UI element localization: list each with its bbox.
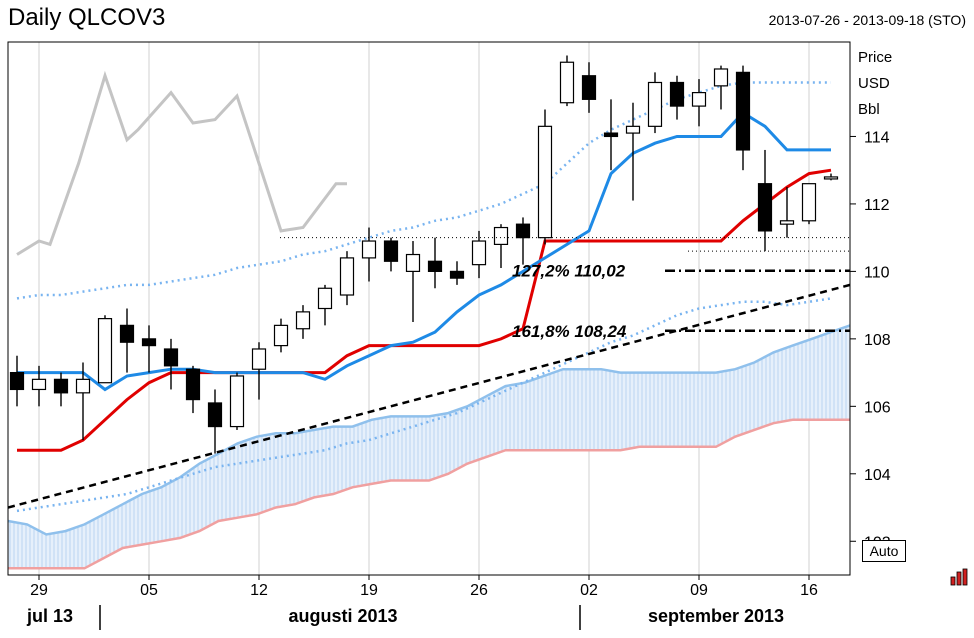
x-tick-label: 19 [360, 582, 378, 599]
y-unit-label: USD [858, 75, 890, 92]
candle-body [251, 348, 267, 370]
x-tick-label: 29 [30, 582, 48, 599]
candle-body [625, 125, 641, 134]
candle-body [163, 348, 179, 367]
candle-body [185, 368, 201, 401]
candle-body [801, 183, 817, 222]
x-tick-label: 05 [140, 582, 158, 599]
x-tick-label: 09 [690, 582, 708, 599]
candle-body [361, 240, 377, 259]
candle-body [207, 402, 223, 428]
candle-body [383, 240, 399, 262]
candlesticks [9, 55, 839, 454]
month-label: augusti 2013 [288, 606, 397, 626]
candle-body [669, 81, 685, 107]
candle-body [713, 68, 729, 87]
plot-frame [7, 41, 851, 576]
candle-body [471, 240, 487, 266]
y-tick-label: 110 [864, 264, 890, 281]
chart-title: Daily QLCOV3 [8, 4, 166, 31]
leading-span-b-line [8, 418, 850, 570]
candle-body [295, 311, 311, 330]
candle-body [339, 257, 355, 296]
candle-body [273, 324, 289, 347]
month-label: september 2013 [648, 606, 784, 626]
x-tick-label: 02 [580, 582, 598, 599]
x-tick-label: 26 [470, 582, 488, 599]
trend-line [7, 283, 851, 509]
fib-161-label: 161,8% 108,24 [512, 322, 627, 341]
candle-body [823, 176, 839, 180]
candle-body [603, 132, 619, 138]
candle-body [449, 270, 465, 279]
candle-body [53, 378, 69, 394]
candle-body [229, 375, 245, 428]
candle-body [691, 92, 707, 107]
lower-dotted-line [16, 297, 832, 513]
y-tick-label: 114 [864, 129, 890, 146]
candle-body [581, 75, 597, 100]
candle-body [317, 287, 333, 310]
lagging-span-line [16, 70, 347, 256]
y-tick-label: 104 [864, 467, 891, 484]
candle-body [75, 378, 91, 394]
date-range: 2013-07-26 - 2013-09-18 (STO) [768, 12, 966, 28]
annotations: 127,2% 110,02 161,8% 108,24 [280, 237, 850, 341]
candle-body [405, 253, 421, 272]
axes: 102104106108110112114PriceUSDBbl29051219… [7, 41, 892, 630]
auto-scale-button[interactable]: Auto [862, 540, 906, 562]
candle-body [427, 260, 443, 272]
y-tick-label: 108 [864, 332, 891, 349]
x-tick-label: 16 [800, 582, 818, 599]
candle-body [97, 318, 113, 384]
month-label: jul 13 [26, 606, 73, 626]
candle-body [9, 371, 25, 391]
x-tick-label: 12 [250, 582, 268, 599]
upper-dotted-line [16, 81, 831, 300]
candle-body [141, 338, 157, 347]
leading-span-a-line [7, 324, 851, 536]
candle-body [31, 378, 47, 391]
y-unit-label: Bbl [858, 101, 880, 118]
candle-body [493, 226, 509, 246]
candle-body [757, 183, 773, 232]
y-tick-label: 112 [864, 197, 890, 214]
y-tick-label: 106 [864, 399, 891, 416]
candle-body [779, 220, 795, 225]
y-unit-label: Price [858, 49, 892, 66]
chart-tool-icon[interactable] [950, 568, 968, 586]
conversion-line [17, 168, 832, 452]
candle-body [119, 324, 135, 343]
candle-body [647, 81, 663, 127]
candle-body [559, 61, 575, 104]
fib-127-label: 127,2% 110,02 [512, 262, 626, 281]
candle-body [735, 71, 751, 151]
candle-body [537, 125, 553, 239]
base-line [17, 110, 831, 392]
ichimoku-cloud [7, 324, 851, 570]
candle-body [515, 223, 531, 239]
